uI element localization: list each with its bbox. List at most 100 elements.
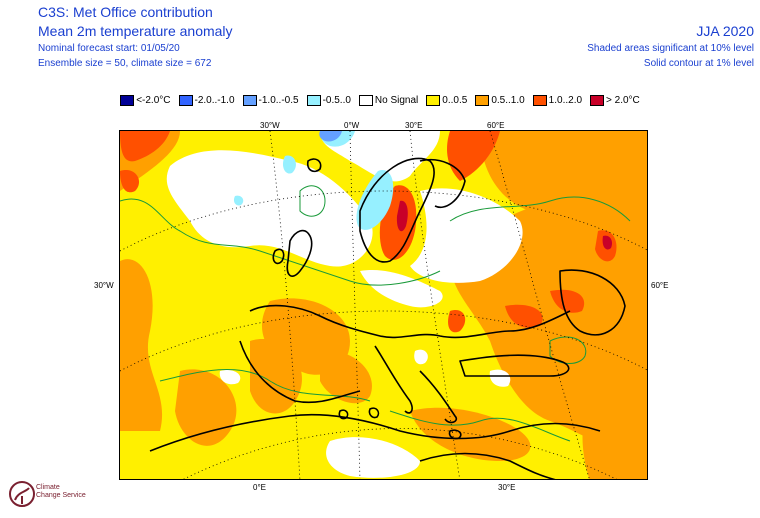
significance-contour [389, 410, 571, 442]
legend-item: <-2.0°C [120, 92, 171, 108]
legend-swatch [532, 94, 547, 106]
legend-item: -1.0..-0.5 [242, 92, 299, 108]
coastline-black-sea [459, 354, 570, 377]
cool-anomaly-region [356, 170, 394, 230]
island [448, 429, 462, 440]
chart-subtitle: Mean 2m temperature anomaly [38, 23, 233, 39]
coastline-iberia [239, 340, 361, 404]
island [306, 158, 322, 173]
legend-item: -2.0..-1.0 [178, 92, 235, 108]
no-signal-region [219, 370, 241, 385]
legend-label: 0..0.5 [442, 94, 468, 106]
longitude-label-bottom: 30°E [498, 483, 516, 492]
legend-item: > 2.0°C [590, 92, 640, 108]
coastline-balkans [419, 370, 458, 424]
legend-label: > 2.0°C [606, 94, 640, 106]
logo-text: Climate Change Service [36, 484, 86, 500]
coastlines [149, 157, 626, 479]
legend-swatch [242, 94, 257, 106]
significance-contour-label: Solid contour at 1% level [643, 58, 754, 69]
legend-label: -0.5..0 [322, 94, 351, 106]
no-signal-region [489, 369, 511, 387]
longitude-label-top: 30°W [260, 121, 280, 130]
legend-swatch [178, 94, 193, 106]
anomaly-region-red [505, 304, 543, 328]
legend-label: -1.0..-0.5 [258, 94, 299, 106]
anomaly-region-darkred [396, 200, 408, 232]
logo-ring [9, 481, 35, 507]
coastline-ireland [272, 248, 285, 265]
significance-contour [449, 196, 631, 222]
legend-label: 1.0..2.0 [548, 94, 583, 106]
no-signal-region [326, 437, 420, 478]
anomaly-region-orange [175, 369, 237, 446]
legend-label: No Signal [374, 94, 419, 106]
no-signal-region [410, 188, 523, 283]
legend-item: 0.5..1.0 [475, 92, 525, 108]
significance-contour [299, 185, 326, 217]
anomaly-region-orange [480, 131, 647, 214]
graticule-line [120, 190, 647, 252]
longitude-label-bottom: 0°E [253, 483, 266, 492]
anomaly-region-red [550, 289, 585, 313]
no-signal-region [414, 349, 428, 365]
anomaly-map [119, 130, 648, 480]
coastline-italy [374, 345, 413, 414]
longitude-label-top: 30°E [405, 121, 423, 130]
graticule [120, 131, 647, 479]
legend-swatch [120, 94, 135, 106]
island [368, 407, 380, 419]
legend-item: -0.5..0 [306, 92, 351, 108]
logo-line: Climate [36, 484, 60, 491]
no-signal-region [360, 270, 443, 308]
legend-swatch [590, 94, 605, 106]
anomaly-region-orange [120, 259, 163, 431]
coastline-mediterranean-south [419, 452, 556, 479]
cool-anomaly-region [233, 195, 244, 206]
ensemble-size-label: Ensemble size = 50, climate size = 672 [38, 58, 212, 69]
cool-anomaly-region [319, 131, 342, 142]
logo-thermometer [21, 496, 23, 504]
legend-item: 1.0..2.0 [532, 92, 583, 108]
cool-anomaly-region [282, 155, 296, 174]
coastline-north-africa [149, 413, 601, 452]
logo-line: Change Service [36, 492, 86, 499]
color-legend: <-2.0°C -2.0..-1.0 -1.0..-0.5 -0.5..0 No… [0, 92, 760, 108]
graticule-line [349, 131, 361, 479]
legend-label: -2.0..-1.0 [194, 94, 235, 106]
legend-swatch [426, 94, 441, 106]
significance-shaded-label: Shaded areas significant at 10% level [587, 43, 754, 54]
anomaly-region-red [447, 131, 500, 181]
anomaly-region-orange [410, 407, 531, 461]
longitude-label-right: 60°E [651, 281, 669, 290]
anomaly-region-red [120, 170, 140, 193]
graticule-line [409, 131, 461, 479]
longitude-label-left: 30°W [94, 281, 114, 290]
graticule-line [120, 310, 647, 372]
anomaly-region-orange [582, 397, 647, 479]
coastline-europe-south [249, 304, 571, 339]
anomaly-map-canvas [120, 131, 647, 479]
anomaly-region-red [448, 310, 466, 333]
coastline-finland [419, 159, 466, 208]
anomaly-region-orange [250, 339, 302, 414]
islands [306, 158, 462, 440]
no-signal-region [166, 150, 373, 267]
legend-swatch [358, 94, 373, 106]
longitude-label-top: 0°W [344, 121, 360, 130]
coastline-scandinavia [359, 157, 435, 263]
legend-label: <-2.0°C [136, 94, 171, 106]
chart-title: C3S: Met Office contribution [38, 4, 213, 20]
coastline-caspian-region [559, 269, 626, 336]
graticule-line [183, 428, 617, 479]
island [338, 409, 349, 420]
longitude-label-top: 60°E [487, 121, 505, 130]
copernicus-logo [9, 481, 35, 507]
coastline-britain [286, 229, 313, 277]
legend-item: 0..0.5 [426, 92, 467, 108]
legend-item: No Signal [358, 92, 419, 108]
season-label: JJA 2020 [696, 23, 754, 39]
anomaly-region-red [120, 131, 170, 162]
logo-swoosh [14, 487, 30, 501]
legend-swatch [475, 94, 490, 106]
